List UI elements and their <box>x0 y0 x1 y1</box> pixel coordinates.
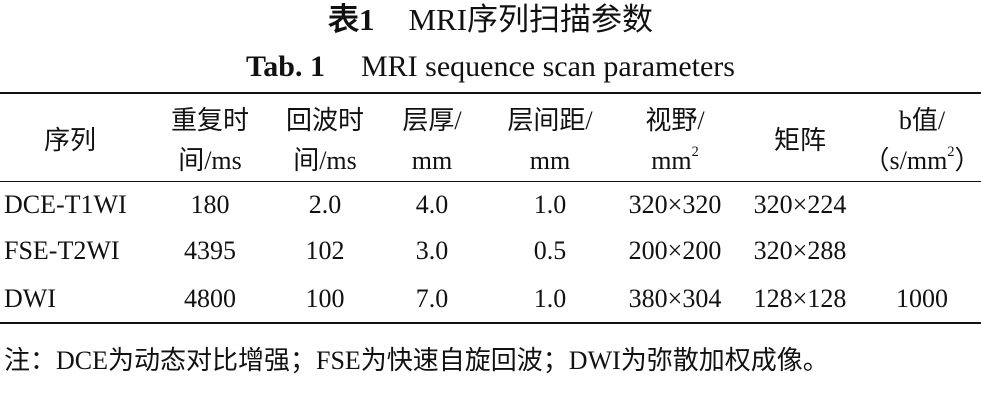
table-cell: 2.0 <box>308 190 342 219</box>
table-cell: 7.0 <box>415 284 449 313</box>
table-cell: 0.5 <box>533 236 567 265</box>
header-cell: 回波时 <box>235 108 415 134</box>
title-zh: 表1 MRI序列扫描参数 <box>0 4 981 35</box>
title-en-label: Tab. 1 <box>246 50 325 83</box>
header-cell: mm <box>342 148 522 174</box>
header-text: mm <box>651 146 692 175</box>
header-cell: 层间距/ <box>460 108 640 134</box>
title-zh-label: 表1 <box>327 2 375 37</box>
top-rule <box>0 92 981 94</box>
table-cell: 320×224 <box>753 190 847 219</box>
header-cell: b值/ <box>832 108 981 134</box>
header-cell: 矩阵 <box>710 128 890 154</box>
header-text: ） <box>954 146 981 175</box>
superscript: 2 <box>947 144 955 161</box>
header-text: 视野/ <box>645 106 705 135</box>
table-cell: FSE-T2WI <box>4 236 120 265</box>
header-text: 层厚/ <box>402 106 462 135</box>
table-cell: 4395 <box>184 236 236 265</box>
header-cell: 视野/ <box>585 108 765 134</box>
title-zh-text: MRI序列扫描参数 <box>408 2 654 37</box>
header-text: b值/ <box>898 106 946 135</box>
header-text: 回波时 <box>285 106 364 135</box>
table-cell: 4800 <box>184 284 236 313</box>
table-cell: 320×288 <box>753 236 847 265</box>
table-cell: 180 <box>190 190 230 219</box>
table-cell: 380×304 <box>628 284 722 313</box>
superscript: 2 <box>691 144 699 161</box>
header-text: mm <box>529 146 571 175</box>
table-cell: DWI <box>4 284 56 313</box>
header-text: 层间距/ <box>507 106 593 135</box>
header-cell: （s/mm2） <box>832 145 981 175</box>
header-text: 序列 <box>43 126 96 155</box>
header-text: 间/ms <box>178 146 242 175</box>
table-cell: 102 <box>305 236 345 265</box>
header-cell: 重复时 <box>120 108 300 134</box>
header-text: 重复时 <box>170 106 249 135</box>
table-cell: 320×320 <box>628 190 722 219</box>
header-text: mm <box>411 146 453 175</box>
title-en-text: MRI sequence scan parameters <box>360 50 735 83</box>
table-cell: 3.0 <box>415 236 449 265</box>
header-cell: 序列 <box>0 128 160 154</box>
table-cell: 200×200 <box>628 236 722 265</box>
table-note: 注：DCE为动态对比增强；FSE为快速自旋回波；DWI为弥散加权成像。 <box>4 346 829 375</box>
table-cell: 100 <box>305 284 345 313</box>
header-rule <box>0 181 981 182</box>
title-en: Tab. 1 MRI sequence scan parameters <box>0 52 981 82</box>
table-cell: DCE-T1WI <box>4 190 127 219</box>
table-cell: 128×128 <box>753 284 847 313</box>
header-cell: mm <box>460 148 640 174</box>
header-cell: mm2 <box>585 145 765 175</box>
header-cell: 层厚/ <box>342 108 522 134</box>
header-text: 矩阵 <box>773 126 826 155</box>
bottom-rule <box>0 322 981 324</box>
header-text: （s/mm <box>863 146 948 175</box>
table-cell: 1000 <box>896 284 948 313</box>
header-cell: 间/ms <box>235 148 415 174</box>
table-cell: 4.0 <box>415 190 449 219</box>
header-text: 间/ms <box>293 146 357 175</box>
table-cell: 1.0 <box>533 284 567 313</box>
header-cell: 间/ms <box>120 148 300 174</box>
table-cell: 1.0 <box>533 190 567 219</box>
